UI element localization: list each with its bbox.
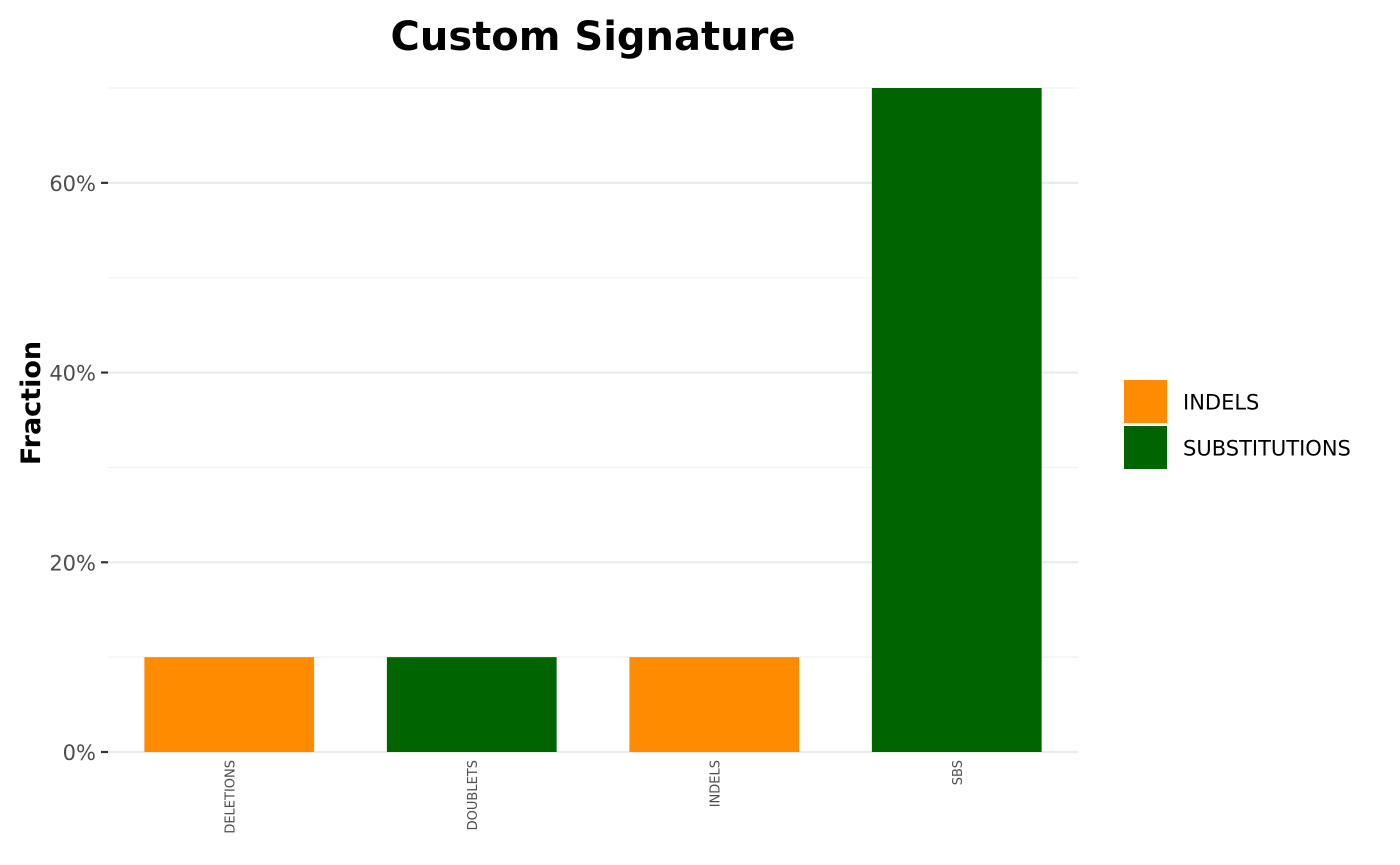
x-axis: DELETIONS DOUBLETS INDELS SBS xyxy=(223,760,966,834)
legend-label-substitutions: SUBSTITUTIONS xyxy=(1183,437,1351,461)
bars xyxy=(144,88,1042,752)
legend-key-indels xyxy=(1124,380,1167,423)
chart-title: Custom Signature xyxy=(391,14,796,60)
bar-indels xyxy=(629,657,800,752)
y-tick-label-1: 20% xyxy=(49,551,96,575)
x-tick-label-doublets: DOUBLETS xyxy=(466,760,481,830)
y-axis: 0% 20% 40% 60% xyxy=(49,172,108,765)
y-tick-label-2: 40% xyxy=(49,362,96,386)
legend: INDELS SUBSTITUTIONS xyxy=(1124,380,1351,469)
y-tick-label-3: 60% xyxy=(49,172,96,196)
bar-deletions xyxy=(144,657,315,752)
x-tick-label-sbs: SBS xyxy=(951,760,966,785)
bar-sbs xyxy=(871,88,1042,752)
x-tick-label-deletions: DELETIONS xyxy=(223,760,238,834)
legend-key-substitutions xyxy=(1124,426,1167,469)
y-axis-label: Fraction xyxy=(16,341,47,465)
x-tick-label-indels: INDELS xyxy=(708,760,723,807)
legend-label-indels: INDELS xyxy=(1183,391,1259,415)
bar-doublets xyxy=(386,657,557,752)
y-tick-label-0: 0% xyxy=(63,741,96,765)
